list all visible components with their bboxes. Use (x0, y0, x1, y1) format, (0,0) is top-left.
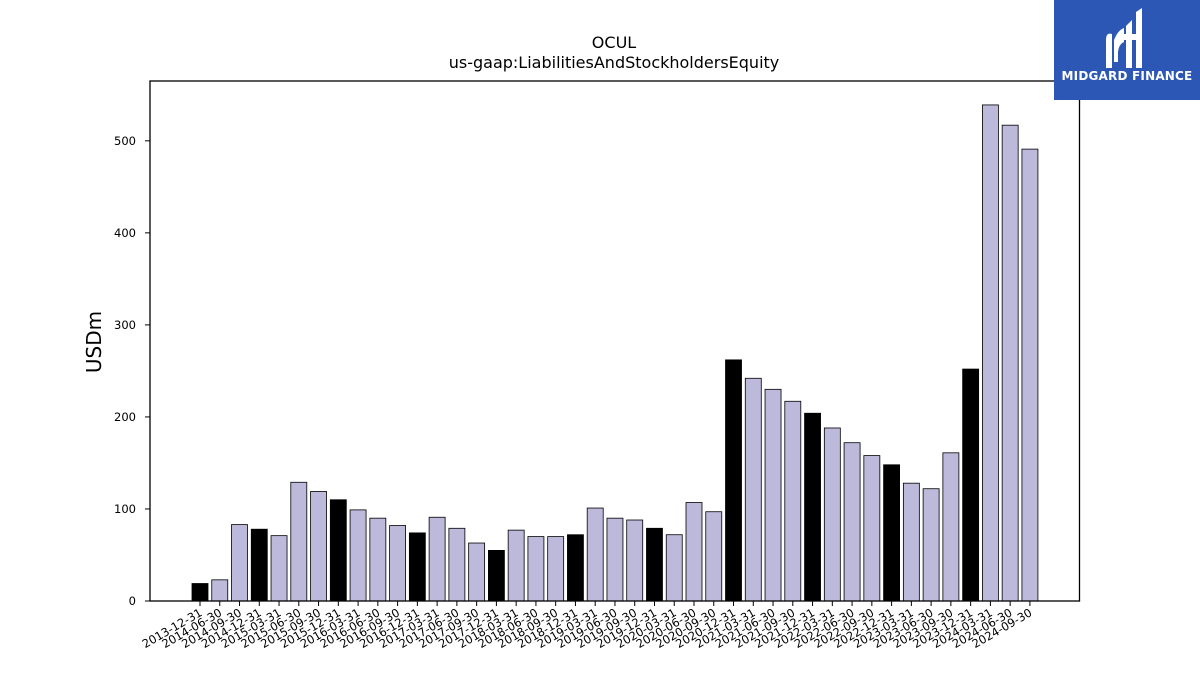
bar-2020-03-31 (665, 534, 683, 602)
bar-2020-06-30 (685, 502, 703, 602)
bar-2014-12-31 (250, 528, 268, 602)
brand-logo: MIDGARD FINANCE (1054, 0, 1200, 100)
brand-name: MIDGARD FINANCE (1061, 69, 1193, 83)
bar-2021-09-30 (784, 400, 802, 602)
bar-2022-09-30 (863, 455, 881, 602)
bar-2016-03-31 (349, 509, 367, 602)
bar-2020-12-31 (725, 359, 742, 602)
bar-2020-09-30 (705, 511, 723, 602)
bar-2021-12-31 (804, 412, 821, 602)
bar-2024-03-31 (982, 104, 999, 602)
bar-2024-09-30 (1021, 148, 1039, 602)
bar-2019-06-30 (606, 517, 624, 602)
bar-2014-09-30 (231, 524, 248, 602)
bars-group (191, 104, 1039, 602)
bar-2015-09-30 (310, 491, 327, 602)
bar-2016-12-31 (408, 532, 426, 602)
y-tick-label: 400 (114, 226, 136, 240)
bar-2018-12-31 (567, 534, 584, 602)
bar-2018-06-30 (527, 536, 545, 602)
bar-2014-06-30 (211, 579, 229, 602)
bar-2022-06-30 (843, 442, 861, 602)
bar-2019-12-31 (646, 527, 663, 602)
bar-2023-09-30 (942, 452, 960, 602)
y-ticks-group: 0 100 200 300 400 500 (114, 134, 150, 608)
y-tick-label: 200 (114, 410, 136, 424)
bar-2017-06-30 (448, 527, 466, 602)
bar-2022-03-31 (823, 427, 841, 602)
bar-2017-12-31 (487, 549, 505, 602)
bar-2015-03-31 (270, 535, 288, 602)
bar-2023-12-31 (962, 368, 980, 602)
chart-title: OCUL (592, 33, 636, 52)
bar-2015-12-31 (329, 499, 347, 602)
bar-2013-12-31 (191, 583, 209, 602)
bar-2021-03-31 (744, 377, 762, 602)
y-tick-label: 300 (114, 318, 136, 332)
y-tick-label: 0 (129, 594, 136, 608)
bar-2023-06-30 (922, 488, 940, 602)
bar-2017-09-30 (468, 542, 486, 602)
bar-2015-06-30 (290, 481, 308, 602)
y-tick-label: 100 (114, 502, 136, 516)
bar-2024-06-30 (1001, 124, 1019, 602)
chart-subtitle: us-gaap:LiabilitiesAndStockholdersEquity (449, 53, 780, 72)
plot-frame (149, 80, 1081, 602)
y-axis-label: USDm (82, 311, 106, 373)
bar-2022-12-31 (883, 464, 900, 602)
bar-2018-03-31 (507, 529, 525, 602)
y-tick-label: 500 (114, 134, 136, 148)
bar-2017-03-31 (428, 516, 446, 602)
x-ticks-group: 2013-12-312014-06-302014-09-302014-12-31… (140, 601, 1034, 651)
bar-2019-09-30 (626, 519, 644, 602)
bar-2016-06-30 (369, 517, 387, 602)
bar-2023-03-31 (902, 482, 920, 602)
bar-2019-03-31 (586, 507, 604, 602)
bar-2016-09-30 (389, 525, 407, 602)
bar-2018-09-30 (547, 536, 565, 602)
bar-2021-06-30 (764, 388, 782, 602)
midgard-logo-icon (1106, 8, 1142, 68)
